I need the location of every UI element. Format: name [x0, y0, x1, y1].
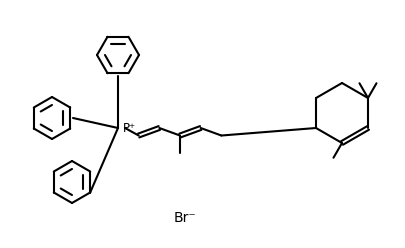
- Text: P⁺: P⁺: [123, 122, 136, 134]
- Text: Br⁻: Br⁻: [173, 211, 196, 225]
